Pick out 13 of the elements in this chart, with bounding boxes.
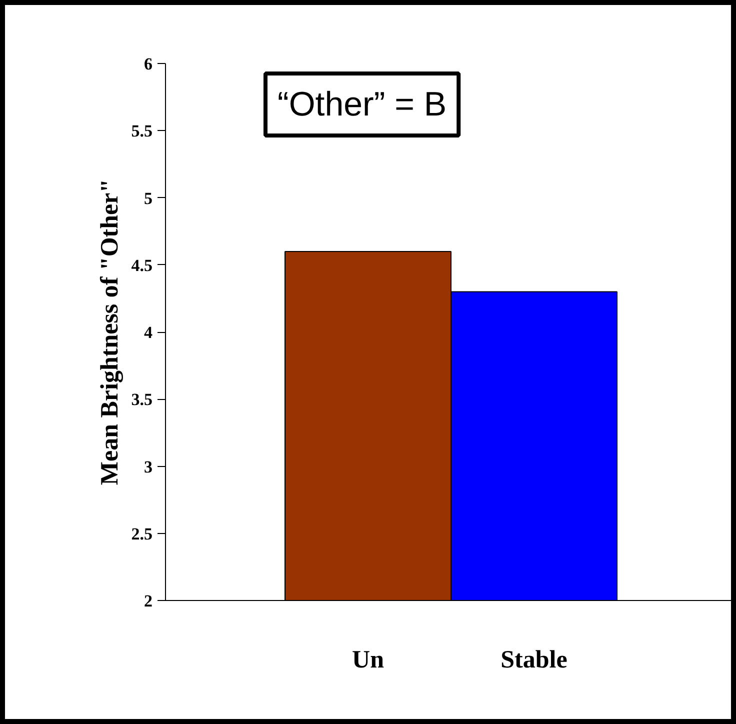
y-tick-label: 2.5 — [131, 524, 152, 544]
x-tick-label: Stable — [500, 646, 568, 674]
y-tick-label: 2 — [144, 592, 152, 610]
y-tick-label: 5.5 — [131, 122, 152, 141]
y-tick-label: 4.5 — [131, 256, 152, 275]
y-axis-title: Mean Brightness of "Other" — [96, 178, 124, 486]
y-tick-label: 5 — [144, 188, 152, 208]
y-tick-label: 6 — [144, 54, 152, 74]
y-tick-label: 4 — [144, 323, 153, 342]
y-tick-label: 3.5 — [131, 390, 152, 410]
x-tick-label: Un — [352, 646, 384, 674]
annotation: “Other” = B — [278, 86, 447, 124]
y-tick-label: 3 — [144, 457, 152, 476]
